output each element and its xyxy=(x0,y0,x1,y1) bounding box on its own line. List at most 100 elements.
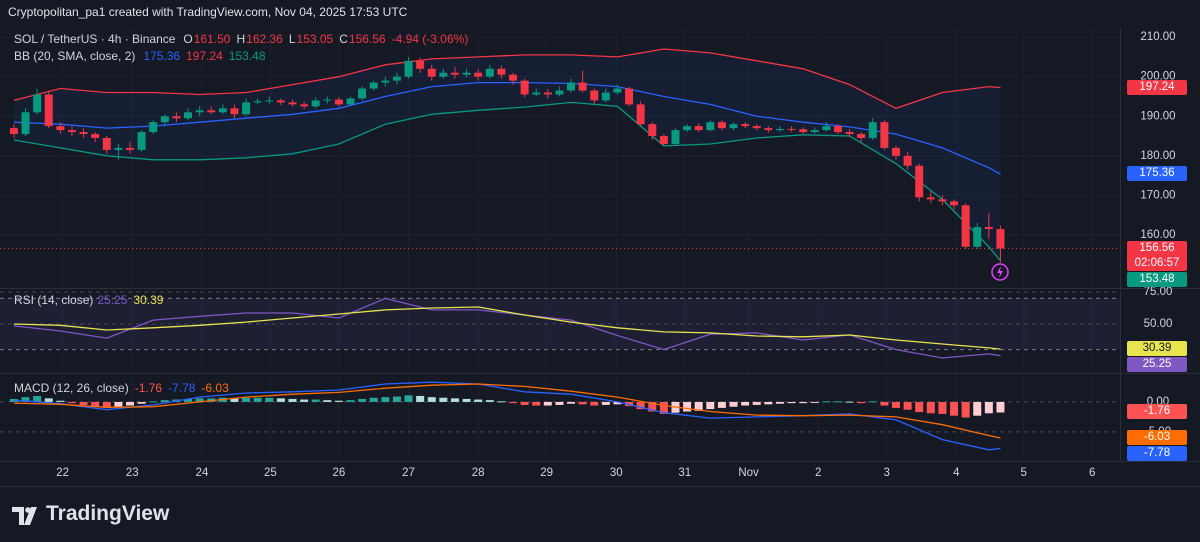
candle-body xyxy=(91,134,100,139)
badge-value: -7.78 xyxy=(1143,447,1171,460)
candle-body xyxy=(416,60,425,69)
macd-histogram-bar xyxy=(996,401,1005,413)
y-tick-label: 180.00 xyxy=(1140,150,1175,162)
legend: SOL / TetherUS · 4h · Binance O161.50 H162… xyxy=(14,31,474,47)
candle-body xyxy=(903,155,912,166)
candle-body xyxy=(938,199,947,202)
macd-histogram-bar xyxy=(752,401,761,405)
candle-body xyxy=(381,80,390,83)
ohlc-name: O xyxy=(183,32,193,46)
ohlc-value: 161.50 xyxy=(193,32,231,46)
candle-body xyxy=(125,147,134,150)
candle-body xyxy=(775,128,784,131)
macd-histogram-bar xyxy=(601,401,610,405)
price-badge: 153.48 xyxy=(1127,271,1187,287)
candle-body xyxy=(683,126,692,131)
candle-body xyxy=(868,122,877,139)
candle-body xyxy=(508,74,517,81)
x-tick-label: 28 xyxy=(472,467,485,479)
candle-body xyxy=(625,88,634,105)
candle-body xyxy=(578,82,587,91)
symbol: SOL / TetherUS · 4h · Binance xyxy=(14,32,176,46)
macd-histogram-bar xyxy=(787,401,796,404)
x-tick-label: 6 xyxy=(1089,467,1095,479)
macd-histogram-bar xyxy=(926,401,935,414)
macd-histogram-bar xyxy=(474,399,483,402)
macd-histogram-bar xyxy=(555,401,564,405)
y-tick-label: 75.00 xyxy=(1144,286,1173,298)
candle-body xyxy=(659,136,668,144)
candle-body xyxy=(33,94,42,113)
candle-body xyxy=(764,128,773,131)
logo-text: TradingView xyxy=(46,502,170,525)
candle-body xyxy=(567,82,576,91)
macd-histogram-bar xyxy=(33,395,42,402)
candle-body xyxy=(787,128,796,130)
candle-body xyxy=(439,72,448,77)
macd-histogram-bar xyxy=(21,397,30,402)
macd-histogram-bar xyxy=(462,398,471,402)
macd-badge: -1.76 xyxy=(1127,404,1187,420)
candle-body xyxy=(311,100,320,107)
x-tick-label: 27 xyxy=(402,467,415,479)
macd-histogram-bar xyxy=(961,401,970,418)
candle-body xyxy=(230,108,239,115)
macd-histogram-bar xyxy=(717,401,726,408)
candle-body xyxy=(892,147,900,156)
ohlc-name: L xyxy=(288,32,296,46)
candle-body xyxy=(799,129,808,133)
macd-histogram-bar xyxy=(311,399,320,402)
macd-badge: -6.03 xyxy=(1127,430,1187,446)
legend: RSI (14, close) 25.25 30.39 xyxy=(14,292,169,308)
bb-name: BB (20, SMA, close, 2) xyxy=(14,49,136,63)
ohlc-name: C xyxy=(339,32,348,46)
plot-layer: 160.00170.00180.00190.00200.00210.0050.0… xyxy=(0,28,1176,479)
macd-badge: -7.78 xyxy=(1127,446,1187,462)
bb-value: 153.48 xyxy=(228,49,266,63)
price-badge: 175.36 xyxy=(1127,166,1187,182)
macd-histogram-bar xyxy=(729,401,738,407)
macd-histogram-bar xyxy=(102,401,111,408)
candle-body xyxy=(961,205,970,247)
candle-body xyxy=(636,104,645,125)
macd-histogram-bar xyxy=(892,401,900,408)
candle-body xyxy=(265,100,274,102)
candle-body xyxy=(44,94,53,127)
candle-body xyxy=(857,134,866,139)
candle-body xyxy=(184,112,193,119)
last-price-badge: 156.56 02:06:57 xyxy=(1127,240,1187,271)
badge-value: 175.36 xyxy=(1139,167,1175,180)
bb-value: 175.36 xyxy=(143,49,181,63)
badge-value: 156.56 xyxy=(1139,241,1175,254)
candle-body xyxy=(9,128,18,135)
macd-histogram-bar xyxy=(67,401,76,404)
ohlc-name: H xyxy=(236,32,246,46)
macd-histogram-bar xyxy=(810,401,819,403)
macd-histogram-bar xyxy=(578,401,587,405)
candle-body xyxy=(648,124,657,137)
macd-histogram-bar xyxy=(427,397,436,402)
legend: MACD (12, 26, close) -1.76 -7.78 -6.03 xyxy=(14,380,235,396)
y-tick-label: 190.00 xyxy=(1140,110,1175,122)
candle-body xyxy=(102,138,111,150)
macd-histogram-bar xyxy=(683,401,692,412)
macd-histogram-bar xyxy=(253,397,262,402)
macd-histogram-bar xyxy=(613,401,622,405)
y-tick-label: 160.00 xyxy=(1140,229,1175,241)
macd-histogram-bar xyxy=(265,397,274,402)
x-tick-label: 4 xyxy=(953,467,960,479)
macd-title: MACD (12, 26, close) xyxy=(14,381,129,395)
macd-histogram-bar xyxy=(590,401,599,406)
candle-body xyxy=(694,126,703,131)
candle-body xyxy=(752,126,761,129)
x-tick-label: 5 xyxy=(1020,467,1026,479)
macd-histogram-bar xyxy=(125,401,134,406)
macd-histogram-bar xyxy=(369,397,378,402)
macd-histogram-bar xyxy=(160,400,169,402)
macd-histogram-bar xyxy=(973,401,982,416)
candle-body xyxy=(253,101,262,103)
candle-body xyxy=(926,197,935,200)
candle-body xyxy=(532,92,541,95)
candle-body xyxy=(218,108,227,113)
